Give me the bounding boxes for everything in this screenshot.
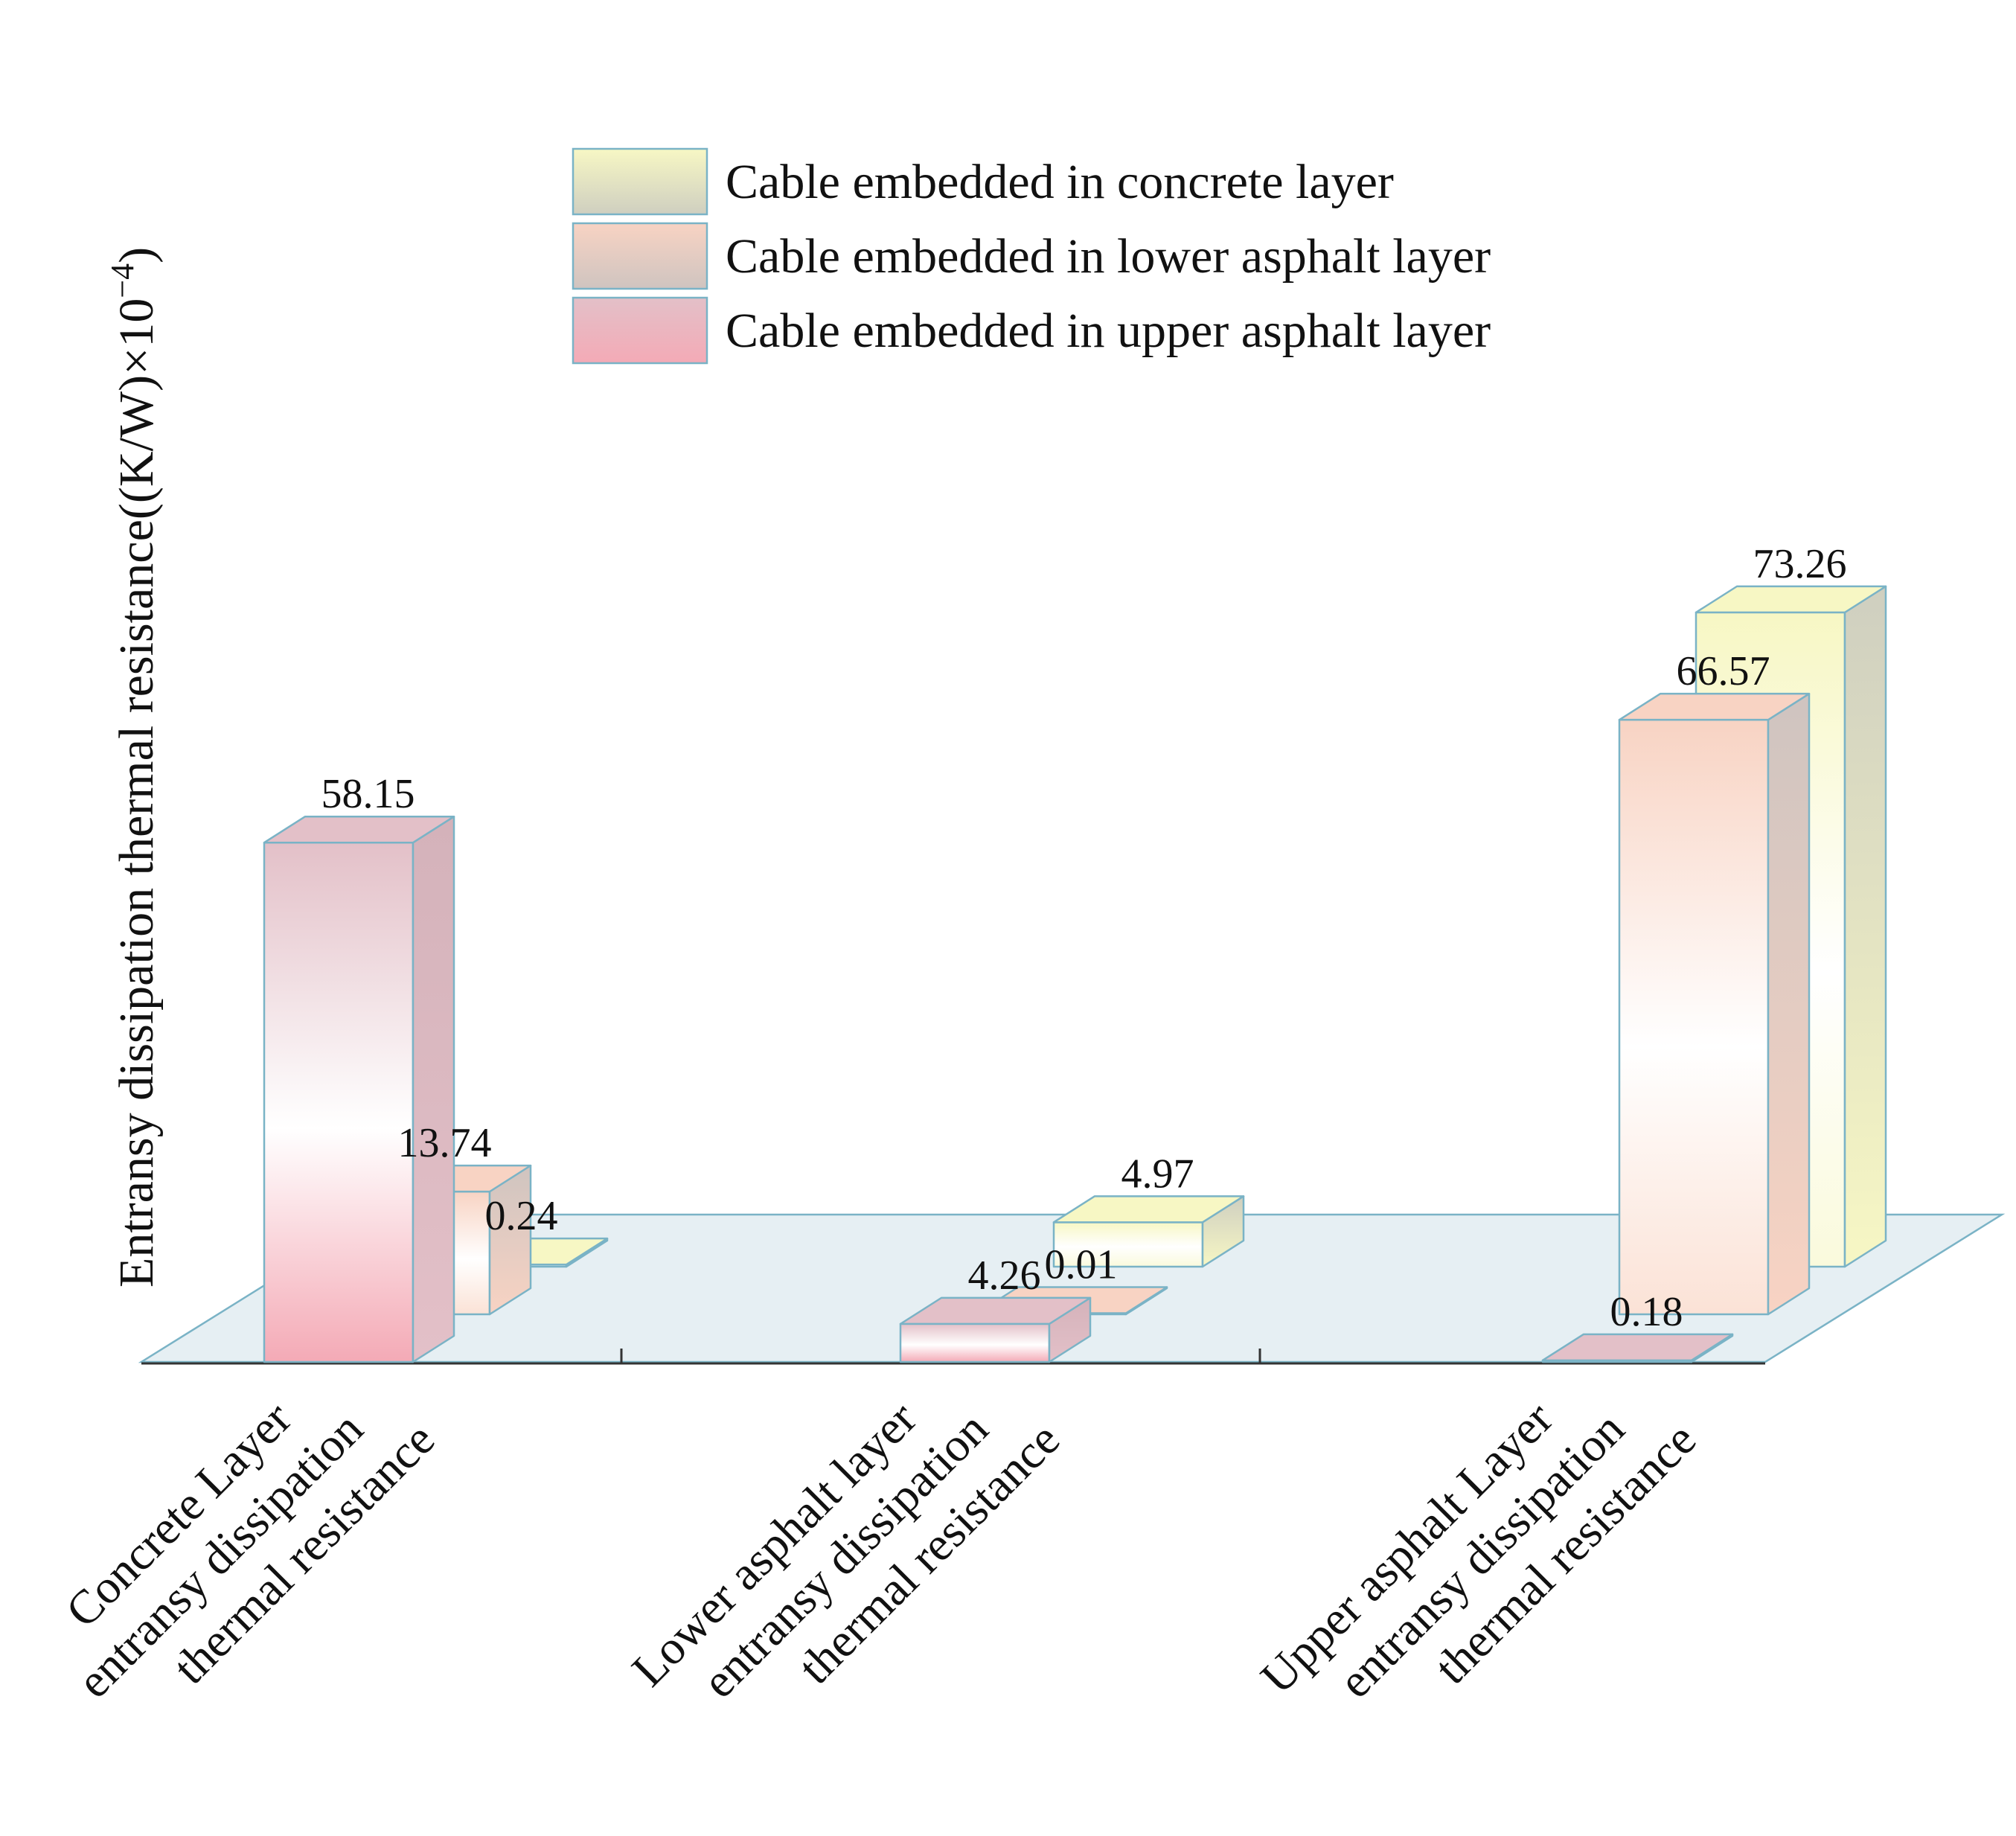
value-label: 0.24 bbox=[485, 1193, 558, 1239]
legend: Cable embedded in concrete layer Cable em… bbox=[572, 147, 1491, 365]
value-label: 66.57 bbox=[1677, 648, 1770, 694]
y-axis-title: Entransy dissipation thermal resistance(… bbox=[104, 247, 164, 1288]
value-label: 58.15 bbox=[321, 771, 415, 817]
bar-top-face bbox=[1618, 692, 1811, 721]
bar-3-2 bbox=[899, 1296, 1092, 1363]
bar-3-1 bbox=[263, 815, 455, 1363]
legend-label-2: Cable embedded in lower asphalt layer bbox=[726, 229, 1491, 284]
bar-front-face bbox=[899, 1322, 1051, 1363]
legend-swatch-1 bbox=[572, 147, 708, 216]
value-label: 0.01 bbox=[1045, 1242, 1118, 1288]
legend-label-3: Cable embedded in upper asphalt layer bbox=[726, 304, 1491, 358]
bar-side-face bbox=[1767, 692, 1811, 1316]
value-label: 0.18 bbox=[1610, 1289, 1683, 1335]
bar-front-face bbox=[263, 841, 415, 1363]
legend-swatch-2 bbox=[572, 222, 708, 290]
value-label: 73.26 bbox=[1753, 541, 1847, 587]
bar-top-face bbox=[263, 815, 455, 844]
bar-2-3 bbox=[1618, 692, 1811, 1316]
bar-front-face bbox=[1618, 718, 1770, 1316]
value-label: 4.97 bbox=[1121, 1151, 1194, 1197]
bar-top-face bbox=[1541, 1333, 1734, 1362]
bars bbox=[263, 585, 1887, 1363]
bar-top-face bbox=[1052, 1195, 1245, 1224]
value-label: 4.26 bbox=[968, 1253, 1041, 1299]
bar-top-face bbox=[899, 1296, 1092, 1325]
bar-top-face bbox=[1695, 585, 1887, 614]
value-labels: 0.24 4.97 73.26 13.74 0.01 66.57 58.15 4.26 0.18 bbox=[321, 541, 1847, 1335]
bar-side-face bbox=[412, 815, 455, 1363]
legend-label-1: Cable embedded in concrete layer bbox=[726, 155, 1394, 209]
bar-3-3 bbox=[1541, 1333, 1734, 1363]
bar-1-2 bbox=[1052, 1195, 1245, 1268]
legend-swatch-3 bbox=[572, 296, 708, 365]
bar-side-face bbox=[1843, 585, 1887, 1268]
value-label: 13.74 bbox=[398, 1120, 492, 1166]
